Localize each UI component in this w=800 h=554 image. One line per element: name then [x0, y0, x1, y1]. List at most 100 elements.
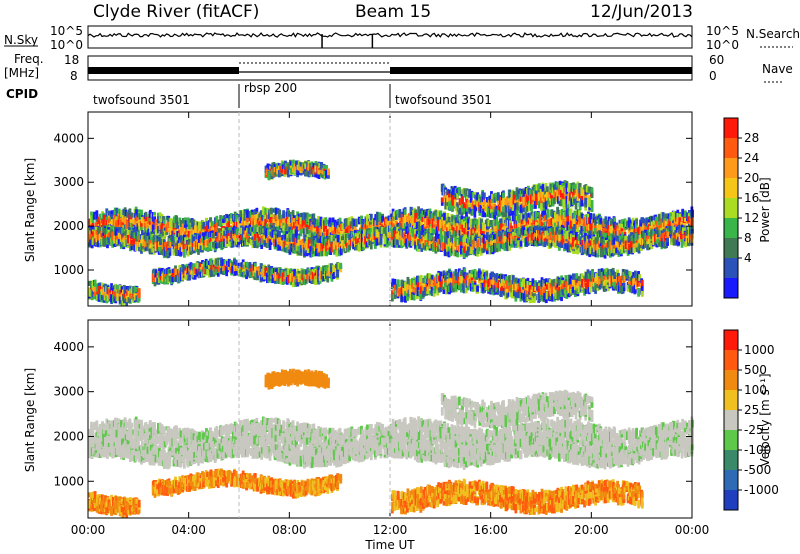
power-cell	[589, 213, 593, 219]
power-cell	[254, 209, 257, 215]
power-cell	[198, 221, 201, 230]
power-cell	[117, 208, 121, 214]
power-cell	[196, 221, 200, 228]
power-cell	[209, 226, 213, 234]
nave-tick-bottom: 0	[709, 69, 717, 83]
power-cell	[272, 219, 276, 224]
power-cell	[266, 223, 269, 230]
power-cell	[107, 218, 111, 223]
power-cell	[569, 208, 573, 217]
power-cell	[261, 220, 265, 228]
power-cell	[209, 217, 213, 225]
power-cell	[141, 216, 144, 224]
power-cell	[312, 213, 316, 222]
power-cell	[204, 228, 208, 234]
power-cell	[325, 219, 329, 224]
cpid-label: CPID	[6, 87, 38, 101]
freq-unit-label: [MHz]	[4, 66, 39, 80]
power-cell	[253, 225, 256, 235]
power-cell	[154, 228, 158, 236]
power-cell	[138, 213, 142, 219]
power-cell	[239, 215, 242, 221]
power-cell	[126, 211, 129, 218]
power-cell	[90, 218, 93, 227]
power-cell	[140, 223, 143, 231]
power-cell	[297, 223, 301, 231]
power-cell	[122, 218, 126, 223]
power-cell	[144, 217, 148, 222]
power-cell	[110, 210, 114, 217]
power-cell	[274, 223, 278, 232]
power-cell	[229, 213, 233, 221]
power-cell	[93, 211, 96, 220]
power-cell	[280, 223, 284, 228]
power-cell	[160, 223, 164, 230]
power-cell	[288, 226, 292, 233]
power-cell	[215, 215, 219, 223]
power-cell	[256, 212, 260, 221]
power-cell	[149, 209, 152, 218]
power-cell	[261, 212, 265, 222]
power-cell	[205, 221, 209, 226]
power-cell	[297, 217, 301, 225]
power-cell	[115, 207, 119, 217]
power-cell	[145, 230, 149, 236]
power-cell	[212, 222, 216, 227]
nsky-trace	[87, 32, 693, 38]
power-cell	[443, 212, 446, 221]
power-cell	[329, 227, 333, 237]
power-cell	[149, 224, 152, 230]
power-cell	[105, 214, 109, 221]
power-cell	[223, 215, 227, 220]
power-cell	[91, 214, 95, 219]
power-cell	[261, 206, 265, 215]
power-cell	[345, 220, 349, 227]
power-cell	[222, 218, 225, 223]
power-cell	[120, 219, 123, 228]
power-cell	[226, 218, 229, 223]
power-cell	[165, 229, 169, 235]
power-cell	[124, 209, 128, 217]
nsky-panel	[87, 25, 693, 49]
power-cell	[122, 208, 126, 215]
power-cell	[292, 226, 296, 234]
freq-band-segment	[390, 67, 692, 74]
power-cell	[214, 218, 217, 224]
power-cell	[145, 221, 149, 230]
power-cell	[107, 211, 111, 216]
power-cell	[117, 219, 121, 226]
power-cell	[121, 220, 125, 226]
power-cell	[167, 222, 171, 228]
power-cell	[349, 223, 353, 233]
power-cell	[157, 225, 160, 234]
power-cell	[179, 227, 183, 236]
power-cell	[296, 222, 299, 229]
freq-band-segment	[88, 67, 239, 74]
power-cell	[299, 229, 303, 237]
power-cell	[98, 220, 102, 228]
power-cell	[449, 234, 453, 243]
power-cell	[303, 212, 307, 221]
cpid-segment-name: rbsp 200	[244, 81, 297, 95]
beam-title: Beam 15	[355, 2, 431, 22]
power-cell	[299, 220, 303, 228]
power-cell	[181, 218, 185, 225]
power-cell	[276, 220, 280, 227]
power-cell	[194, 223, 198, 233]
freq-tick-top: 18	[64, 53, 79, 67]
power-cell	[243, 220, 247, 229]
power-cell	[312, 227, 316, 233]
power-cell	[331, 217, 335, 225]
power-cell	[144, 211, 148, 220]
power-cell	[331, 228, 335, 235]
power-cell	[183, 249, 186, 258]
power-cell	[266, 213, 270, 220]
power-cell	[361, 219, 365, 228]
power-cell	[176, 222, 180, 229]
nsearch-tick-top: 10^5	[706, 24, 739, 38]
power-cell	[284, 226, 288, 235]
power-cell	[493, 234, 496, 240]
power-cell	[251, 214, 254, 223]
power-cell	[274, 220, 278, 225]
